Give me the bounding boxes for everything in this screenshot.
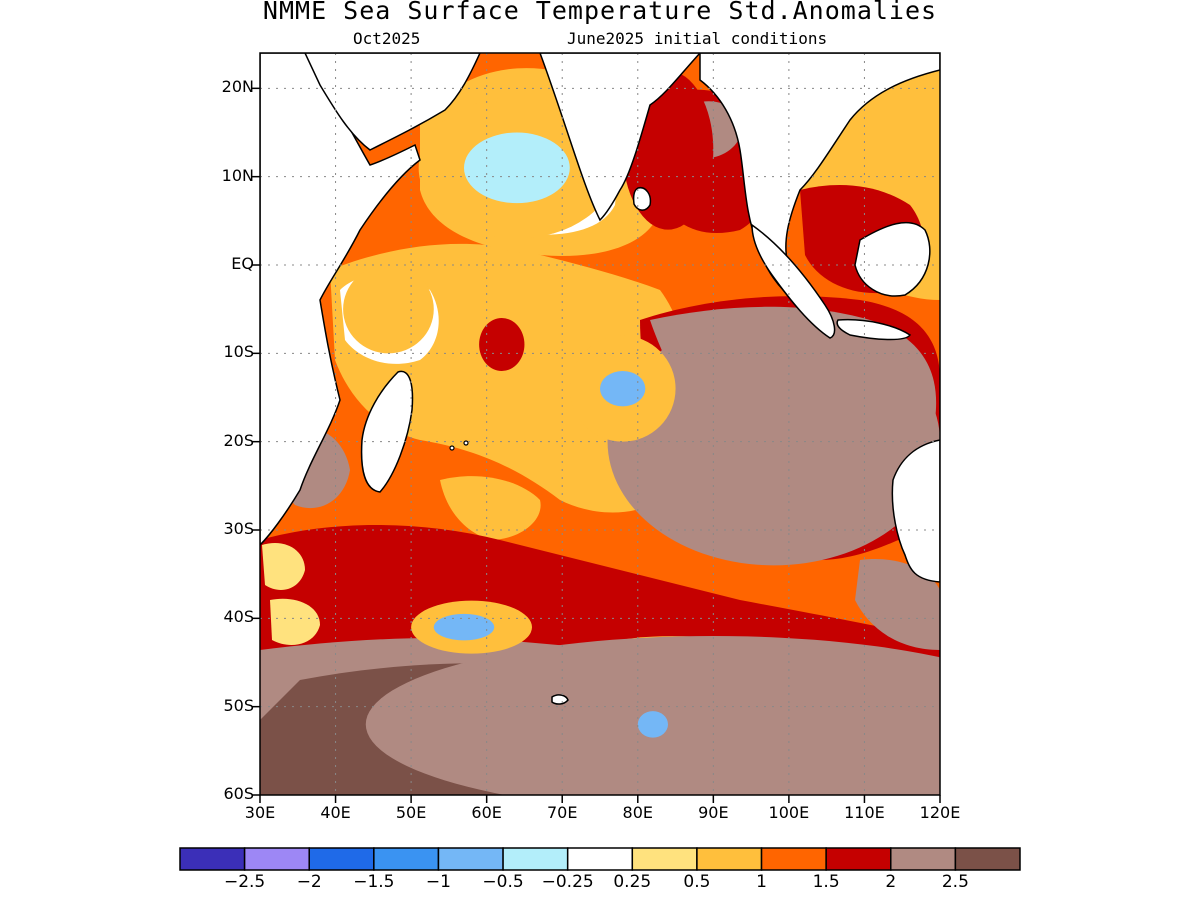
colorbar-label: −2.5: [223, 872, 266, 892]
colorbar-swatch-11: [890, 847, 957, 871]
java-landmass: [836, 318, 912, 341]
colorbar-label: 1.5: [812, 872, 840, 892]
colorbar-swatch-9: [760, 847, 827, 871]
lon-tick-label: 30E: [244, 803, 276, 822]
australia-landmass: [891, 439, 940, 583]
lon-tick-label: 90E: [698, 803, 729, 822]
anomaly-center-8: [464, 132, 570, 204]
colorbar-label: 0.5: [683, 872, 711, 892]
anomaly-center-11: [637, 711, 669, 738]
chart-title: NMME Sea Surface Temperature Std.Anomali…: [262, 0, 938, 25]
colorbar-label: −0.25: [541, 872, 594, 892]
lon-tick-label: 110E: [844, 803, 885, 822]
lat-tick-label: 10S: [223, 342, 254, 362]
colorbar-swatch-1: [243, 847, 310, 871]
lon-tick-label: 50E: [395, 803, 427, 822]
colorbar-label: −1: [425, 872, 451, 892]
lat-tick-label: EQ: [231, 254, 254, 273]
anomaly-center-10: [433, 613, 495, 641]
colorbar-label: 0.25: [613, 872, 652, 892]
shade-region-southwest-warm-2: [270, 598, 320, 645]
anomaly-center-3: [479, 318, 525, 371]
valid-month-label: Oct2025: [353, 29, 421, 48]
mauritius-island: [449, 445, 455, 451]
colorbar-swatch-10: [825, 847, 892, 871]
colorbar-label: −2: [296, 872, 322, 892]
colorbar-swatch-12: [954, 847, 1021, 871]
lat-tick-label: 50S: [223, 695, 254, 715]
lat-tick-label: 40S: [223, 607, 254, 627]
lat-tick-label: 10N: [221, 165, 254, 185]
axis-ticks: [252, 87, 941, 803]
colorbar-swatch-6: [566, 847, 634, 871]
anomaly-center-9: [600, 371, 646, 407]
reunion-island: [463, 440, 469, 446]
colorbar-swatch-3: [373, 847, 440, 871]
lat-tick-label: 30S: [223, 519, 254, 538]
colorbar-label: 2.5: [941, 872, 969, 892]
colorbar-label: 1: [756, 872, 767, 892]
colorbar-label: 2: [885, 872, 897, 892]
lon-tick-label: 80E: [622, 803, 653, 822]
colorbar-swatch-7: [631, 847, 698, 871]
graticule: [260, 53, 940, 795]
colorbar-label: −1.5: [353, 872, 395, 892]
shade-region-southwest-warm: [262, 542, 305, 590]
shade-region-australia-coast: [855, 559, 940, 650]
colorbar-swatch-2: [308, 847, 375, 871]
colorbar: [179, 847, 1021, 871]
colorbar-swatch-8: [696, 847, 763, 871]
kerguelen-island: [551, 694, 569, 705]
borneo-landmass: [854, 221, 931, 297]
plot-frame: [259, 52, 941, 796]
arabia-landmass: [304, 53, 481, 151]
india-landmass: [539, 53, 702, 222]
lat-tick-label: 20N: [221, 77, 254, 97]
lat-tick-label: 20S: [223, 430, 254, 450]
colorbar-swatch-5: [502, 847, 569, 871]
lon-tick-label: 40E: [320, 803, 351, 822]
colorbar-label: −0.5: [482, 872, 524, 892]
shade-region-south-central: [440, 476, 541, 540]
colorbar-swatch-0: [179, 847, 246, 871]
lat-tick-label: 60S: [223, 784, 254, 803]
initial-conditions-label: June2025 initial conditions: [567, 29, 828, 48]
sri-lanka-landmass: [632, 186, 652, 211]
madagascar-landmass: [360, 370, 414, 493]
colorbar-swatch-4: [437, 847, 504, 871]
lon-tick-label: 100E: [768, 803, 810, 822]
lon-tick-label: 120E: [919, 803, 961, 822]
anomaly-center-5: [343, 265, 434, 354]
land: [260, 53, 940, 705]
lon-tick-label: 70E: [546, 803, 578, 822]
lon-tick-label: 60E: [471, 803, 502, 822]
